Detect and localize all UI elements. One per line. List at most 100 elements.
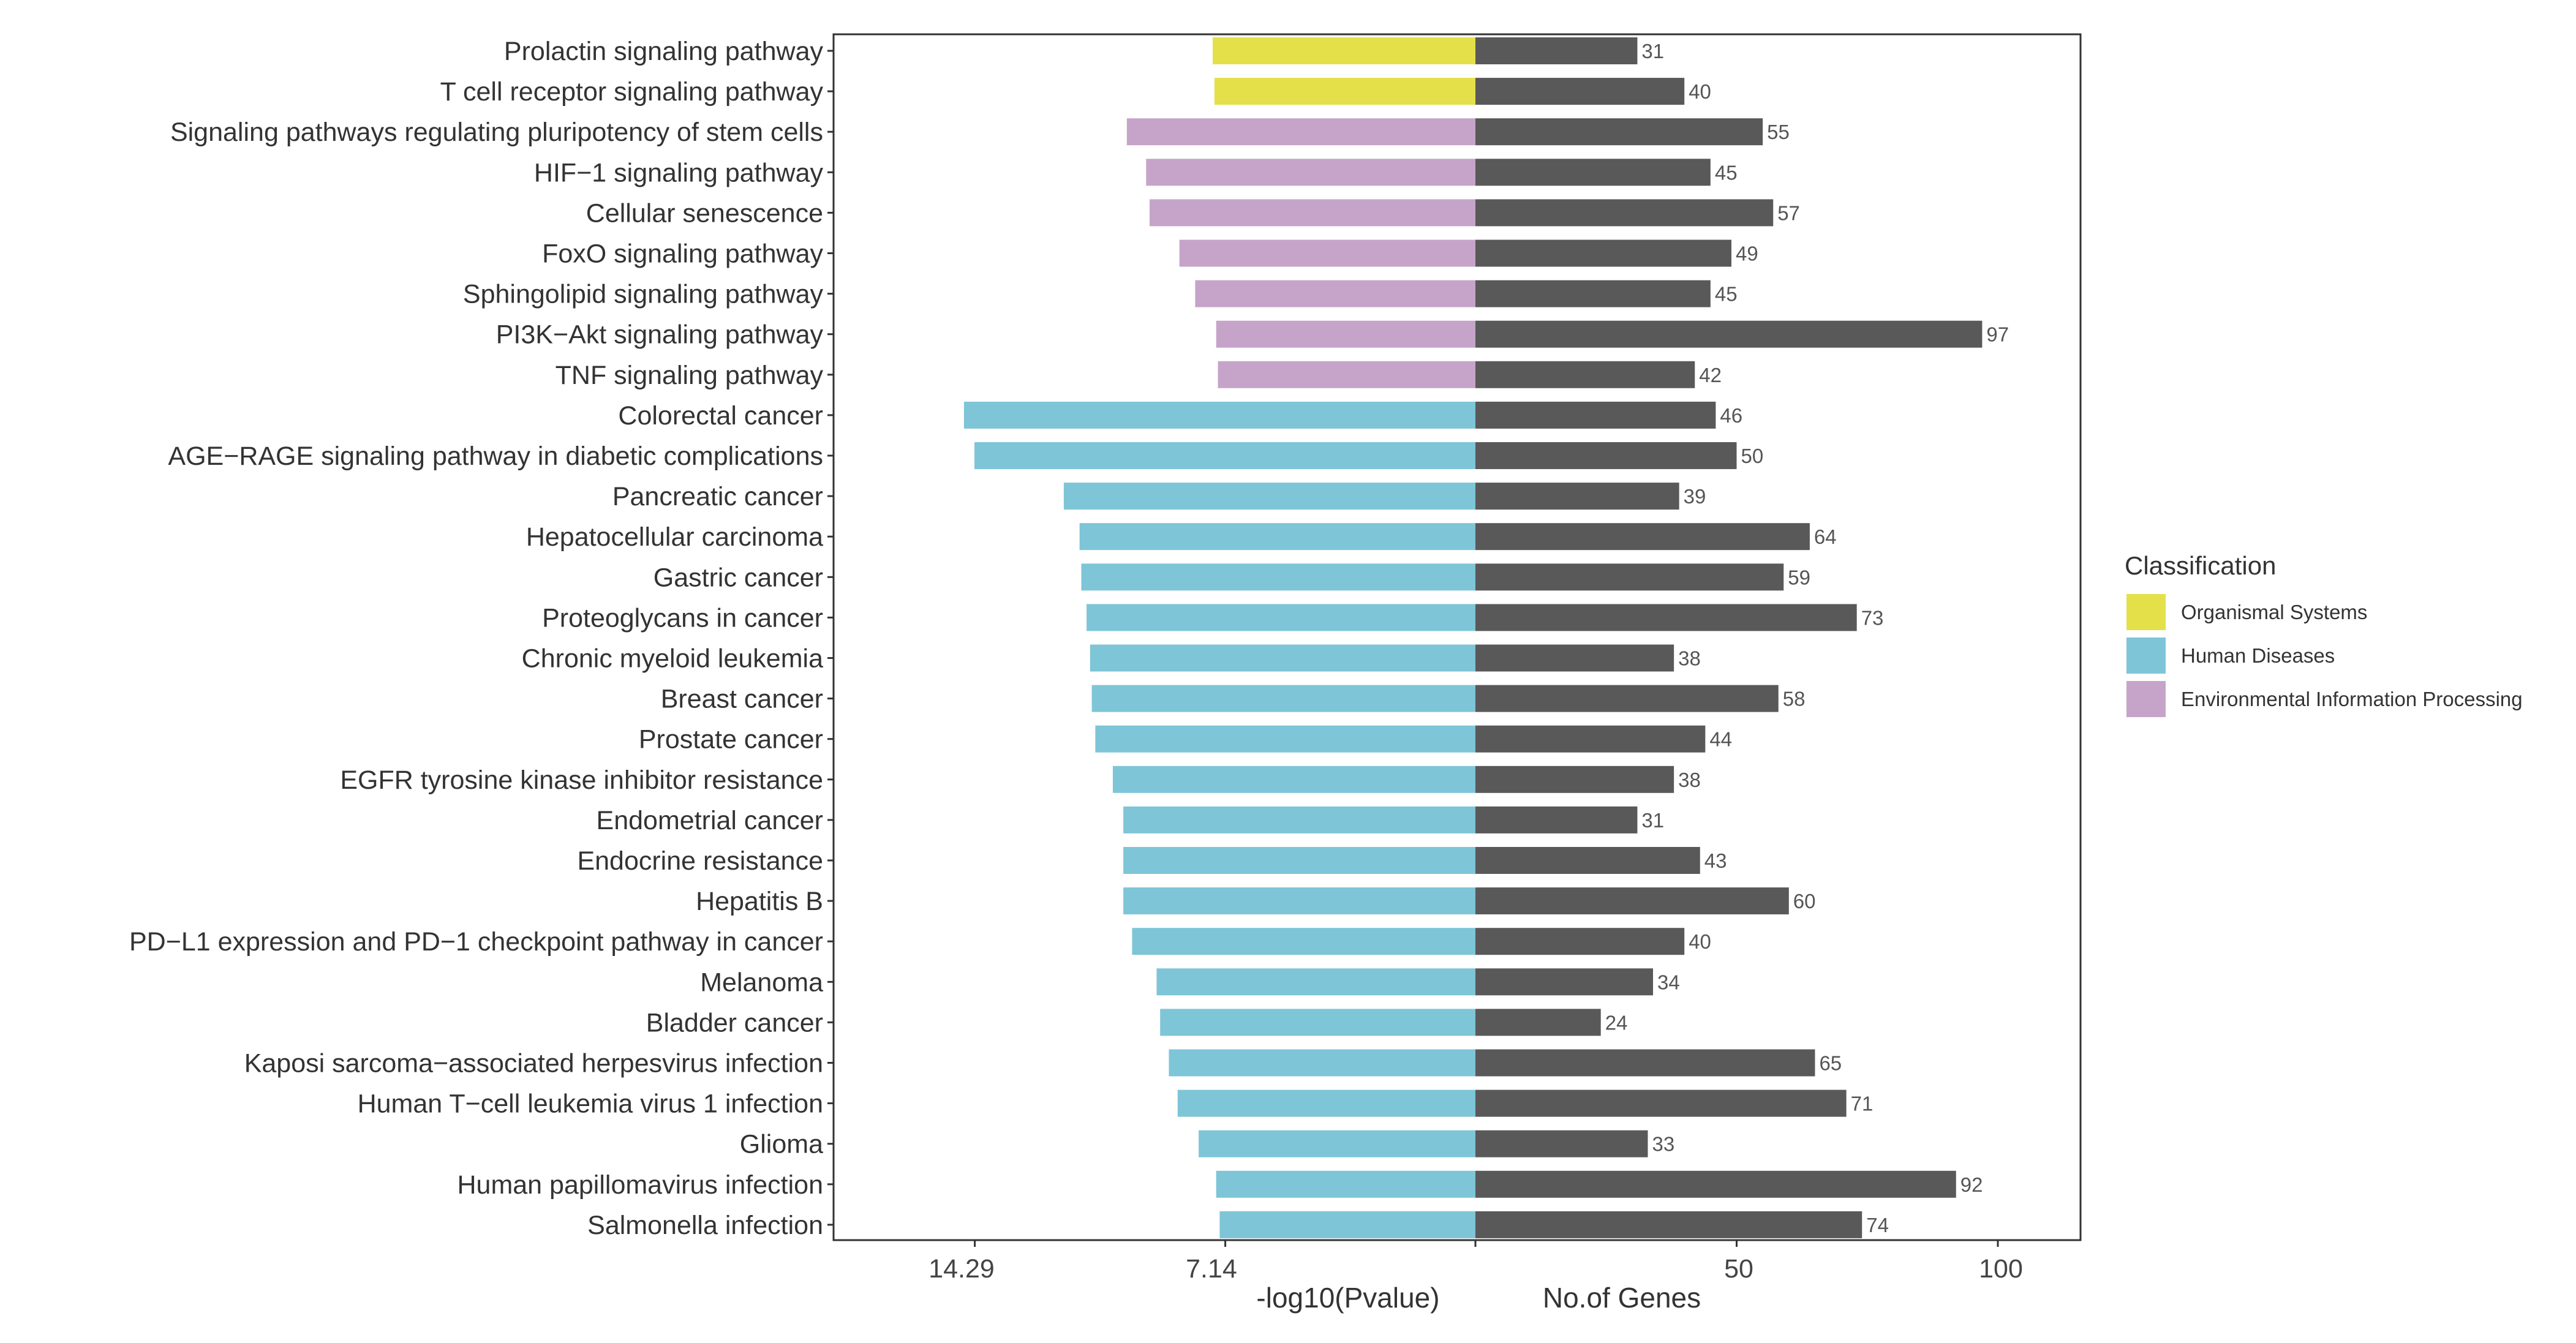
gene-count-label-prostate-cancer: 44	[1709, 728, 1732, 751]
plot-panel-border	[832, 33, 2082, 1241]
gene-count-bar-human-papillomavirus-infection	[1475, 1170, 1956, 1198]
category-label-pd-l1-expression-and-pd-1-checkpoint-pathway-in-cancer: PD−L1 expression and PD−1 checkpoint pat…	[129, 927, 823, 957]
legend-swatch-environmental-information-processing	[2126, 681, 2166, 717]
category-label-t-cell-receptor-signaling-pathway: T cell receptor signaling pathway	[440, 77, 824, 107]
gene-count-bar-hepatitis-b	[1475, 887, 1789, 915]
gene-count-label-melanoma: 34	[1657, 971, 1680, 993]
pvalue-bar-glioma	[1199, 1130, 1475, 1157]
pvalue-bar-human-papillomavirus-infection	[1216, 1170, 1475, 1198]
category-label-salmonella-infection: Salmonella infection	[587, 1211, 823, 1240]
pvalue-bar-salmonella-infection	[1219, 1211, 1475, 1238]
legend-swatch-organismal-systems	[2126, 594, 2166, 630]
gene-count-label-hepatocellular-carcinoma: 64	[1814, 525, 1837, 548]
legend-label-human-diseases: Human Diseases	[2181, 644, 2335, 667]
pvalue-bar-endometrial-cancer	[1123, 806, 1475, 833]
left-tick-label-2: 7.14	[1186, 1254, 1237, 1284]
pvalue-bar-colorectal-cancer	[963, 401, 1475, 429]
gene-count-label-cellular-senescence: 57	[1777, 201, 1800, 224]
pvalue-bar-chronic-myeloid-leukemia	[1090, 644, 1475, 672]
pvalue-bar-human-t-cell-leukemia-virus-1-infection	[1177, 1089, 1475, 1117]
gene-count-bar-foxo-signaling-pathway	[1475, 239, 1731, 267]
gene-count-bar-prostate-cancer	[1475, 725, 1706, 753]
pvalue-bar-endocrine-resistance	[1123, 847, 1475, 874]
gene-count-label-signaling-pathways-regulating-pluripotency-of-stem-cells: 55	[1767, 121, 1790, 143]
category-label-foxo-signaling-pathway: FoxO signaling pathway	[542, 239, 823, 269]
pvalue-bar-prolactin-signaling-pathway	[1213, 37, 1475, 64]
category-label-colorectal-cancer: Colorectal cancer	[618, 401, 823, 431]
gene-count-label-salmonella-infection: 74	[1866, 1214, 1889, 1236]
pvalue-bar-sphingolipid-signaling-pathway	[1195, 280, 1475, 307]
right-tick-label-1: 50	[1724, 1254, 1753, 1284]
pvalue-bar-bladder-cancer	[1160, 1009, 1475, 1036]
gene-count-label-breast-cancer: 58	[1783, 688, 1806, 710]
category-label-proteoglycans-in-cancer: Proteoglycans in cancer	[542, 603, 823, 633]
gene-count-label-glioma: 33	[1652, 1133, 1674, 1156]
gene-count-bar-tnf-signaling-pathway	[1475, 361, 1695, 388]
gene-count-bar-pd-l1-expression-and-pd-1-checkpoint-pathway-in-cancer	[1475, 928, 1685, 955]
gene-count-label-pi3k-akt-signaling-pathway: 97	[1986, 323, 2009, 346]
pvalue-bar-tnf-signaling-pathway	[1218, 361, 1475, 388]
category-label-gastric-cancer: Gastric cancer	[653, 563, 823, 592]
gene-count-label-foxo-signaling-pathway: 49	[1736, 243, 1758, 265]
category-label-human-papillomavirus-infection: Human papillomavirus infection	[457, 1170, 823, 1200]
pvalue-bar-t-cell-receptor-signaling-pathway	[1214, 78, 1475, 105]
legend-label-organismal-systems: Organismal Systems	[2181, 601, 2367, 623]
legend: Classification Organismal Systems Human …	[2125, 551, 2523, 717]
category-label-prostate-cancer: Prostate cancer	[639, 725, 823, 754]
category-label-cellular-senescence: Cellular senescence	[586, 198, 823, 228]
gene-count-label-gastric-cancer: 59	[1788, 566, 1810, 589]
gene-count-bar-signaling-pathways-regulating-pluripotency-of-stem-cells	[1475, 118, 1763, 146]
category-label-prolactin-signaling-pathway: Prolactin signaling pathway	[504, 37, 824, 66]
gene-count-bar-proteoglycans-in-cancer	[1475, 604, 1857, 631]
gene-count-bar-hepatocellular-carcinoma	[1475, 523, 1810, 551]
gene-count-label-chronic-myeloid-leukemia: 38	[1678, 647, 1701, 670]
pvalue-bar-hepatitis-b	[1123, 887, 1475, 915]
category-label-tnf-signaling-pathway: TNF signaling pathway	[555, 361, 824, 390]
pvalue-bar-hepatocellular-carcinoma	[1079, 523, 1475, 551]
gene-count-label-bladder-cancer: 24	[1605, 1011, 1628, 1034]
legend-title: Classification	[2125, 551, 2276, 580]
category-label-human-t-cell-leukemia-virus-1-infection: Human T−cell leukemia virus 1 infection	[358, 1089, 823, 1119]
pvalue-bar-prostate-cancer	[1095, 725, 1475, 753]
gene-count-bar-colorectal-cancer	[1475, 401, 1716, 429]
category-label-kaposi-sarcoma-associated-herpesvirus-infection: Kaposi sarcoma−associated herpesvirus in…	[244, 1049, 823, 1078]
pvalue-bar-signaling-pathways-regulating-pluripotency-of-stem-cells	[1126, 118, 1475, 146]
gene-count-bar-age-rage-signaling-pathway-in-diabetic-complications	[1475, 442, 1737, 469]
category-label-hepatitis-b: Hepatitis B	[696, 887, 823, 916]
category-label-chronic-myeloid-leukemia: Chronic myeloid leukemia	[522, 644, 823, 674]
category-label-pi3k-akt-signaling-pathway: PI3K−Akt signaling pathway	[496, 320, 824, 350]
axis-layer: 14.29 7.14 50 100 -log10(Pvalue) No.of G…	[928, 1240, 2023, 1314]
gene-count-label-colorectal-cancer: 46	[1720, 404, 1742, 427]
gene-count-label-hif-1-signaling-pathway: 45	[1715, 161, 1738, 184]
gene-count-bar-hif-1-signaling-pathway	[1475, 159, 1711, 186]
pvalue-bar-cellular-senescence	[1150, 199, 1475, 227]
gene-count-bar-human-t-cell-leukemia-virus-1-infection	[1475, 1089, 1847, 1117]
category-label-glioma: Glioma	[740, 1130, 823, 1159]
pvalue-bar-foxo-signaling-pathway	[1179, 239, 1475, 267]
gene-count-bar-salmonella-infection	[1475, 1211, 1862, 1238]
gene-count-bar-cellular-senescence	[1475, 199, 1774, 227]
category-label-endometrial-cancer: Endometrial cancer	[597, 806, 823, 835]
pvalue-bar-age-rage-signaling-pathway-in-diabetic-complications	[974, 442, 1475, 469]
gene-count-bar-pancreatic-cancer	[1475, 483, 1679, 510]
gene-count-label-egfr-tyrosine-kinase-inhibitor-resistance: 38	[1678, 769, 1701, 791]
gene-count-label-tnf-signaling-pathway: 42	[1699, 364, 1722, 386]
gene-count-bar-t-cell-receptor-signaling-pathway	[1475, 78, 1685, 105]
category-label-egfr-tyrosine-kinase-inhibitor-resistance: EGFR tyrosine kinase inhibitor resistanc…	[340, 766, 823, 795]
pvalue-bar-pd-l1-expression-and-pd-1-checkpoint-pathway-in-cancer	[1132, 928, 1475, 955]
gene-count-label-human-t-cell-leukemia-virus-1-infection: 71	[1851, 1093, 1874, 1115]
pvalue-bar-kaposi-sarcoma-associated-herpesvirus-infection	[1169, 1049, 1475, 1077]
gene-count-label-age-rage-signaling-pathway-in-diabetic-complications: 50	[1741, 445, 1764, 467]
pvalue-bar-proteoglycans-in-cancer	[1087, 604, 1475, 631]
right-tick-label-2: 100	[1979, 1254, 2023, 1284]
gene-count-bar-endometrial-cancer	[1475, 806, 1638, 833]
category-label-signaling-pathways-regulating-pluripotency-of-stem-cells: Signaling pathways regulating pluripoten…	[170, 118, 823, 147]
gene-count-label-hepatitis-b: 60	[1793, 890, 1816, 912]
category-label-hepatocellular-carcinoma: Hepatocellular carcinoma	[526, 522, 823, 552]
category-label-hif-1-signaling-pathway: HIF−1 signaling pathway	[534, 158, 824, 187]
gene-count-label-pd-l1-expression-and-pd-1-checkpoint-pathway-in-cancer: 40	[1689, 930, 1711, 953]
pvalue-bar-hif-1-signaling-pathway	[1146, 159, 1475, 186]
category-label-endocrine-resistance: Endocrine resistance	[577, 846, 823, 876]
category-labels: Prolactin signaling pathway T cell recept…	[129, 37, 834, 1240]
